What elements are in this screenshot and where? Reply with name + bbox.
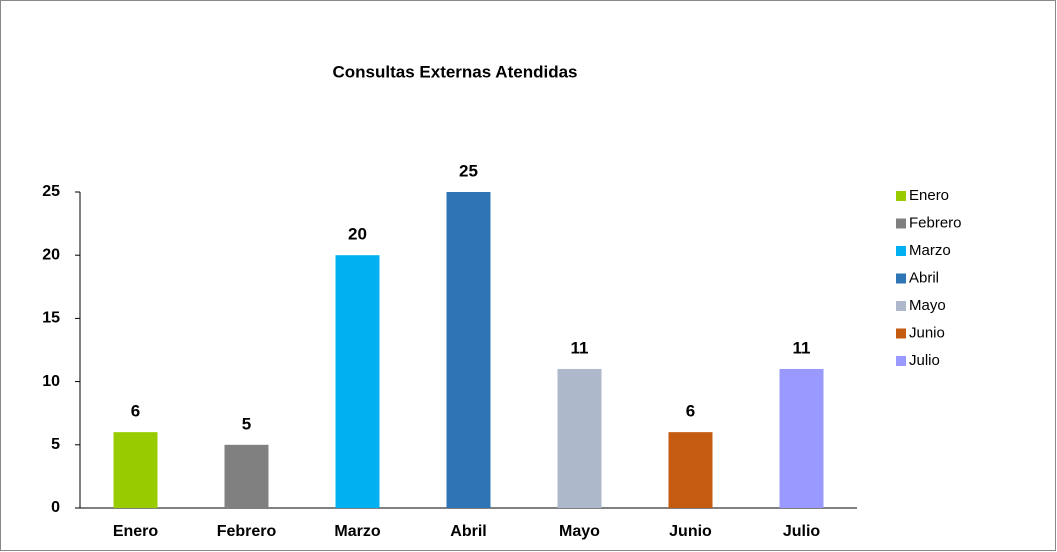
x-tick-label: Febrero — [217, 523, 277, 540]
legend-label: Mayo — [909, 297, 946, 314]
data-label: 6 — [131, 402, 140, 421]
x-tick-label: Junio — [669, 523, 712, 540]
legend-label: Marzo — [909, 242, 951, 259]
data-label: 20 — [348, 225, 367, 244]
x-tick-label: Mayo — [559, 523, 600, 540]
legend-label: Junio — [909, 324, 945, 341]
y-tick-label: 10 — [42, 373, 60, 390]
y-tick-label: 20 — [42, 246, 60, 263]
legend-swatch — [896, 328, 906, 339]
x-tick-label: Julio — [783, 523, 821, 540]
legend-swatch — [896, 356, 906, 366]
data-label: 25 — [459, 161, 478, 180]
legend-swatch — [896, 191, 906, 201]
legend-swatch — [896, 246, 906, 256]
x-tick-label: Abril — [450, 523, 486, 540]
y-tick-label: 0 — [51, 499, 60, 516]
legend-swatch — [896, 273, 906, 284]
y-tick-label: 15 — [42, 310, 60, 327]
y-tick-label: 5 — [51, 436, 60, 453]
chart-title: Consultas Externas Atendidas — [333, 62, 578, 81]
bar — [779, 368, 824, 508]
y-tick-label: 25 — [42, 183, 60, 200]
bar — [446, 192, 491, 508]
legend-label: Febrero — [909, 214, 962, 231]
legend-label: Enero — [909, 187, 949, 204]
bar — [557, 368, 602, 508]
bar — [224, 444, 269, 508]
legend-label: Abril — [909, 269, 939, 286]
bar — [668, 432, 713, 508]
data-label: 5 — [242, 414, 251, 433]
bar — [113, 432, 158, 508]
legend-swatch — [896, 301, 906, 311]
x-tick-label: Enero — [113, 523, 159, 540]
bar — [335, 255, 380, 508]
legend-label: Julio — [909, 352, 940, 369]
x-tick-label: Marzo — [334, 523, 380, 540]
data-label: 11 — [571, 338, 589, 357]
data-label: 11 — [793, 338, 811, 357]
legend-swatch — [896, 218, 906, 229]
data-label: 6 — [686, 402, 695, 421]
